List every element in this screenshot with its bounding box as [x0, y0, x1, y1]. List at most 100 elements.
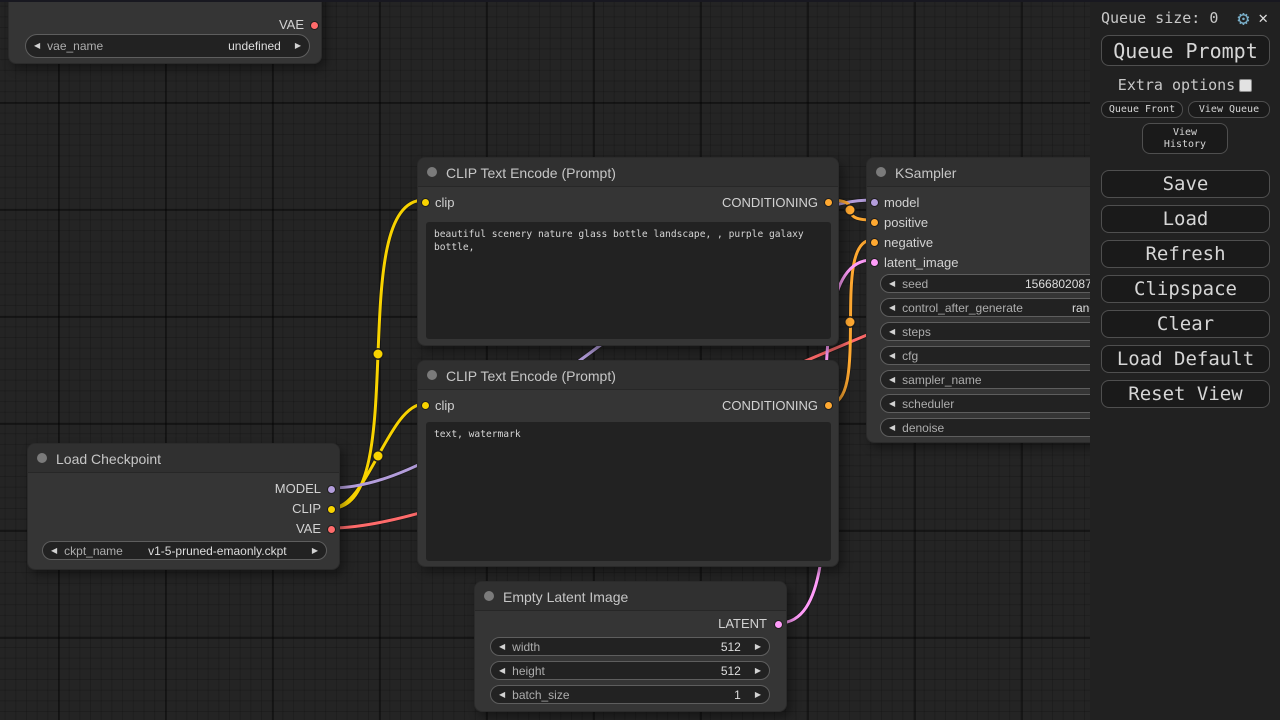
collapse-dot-icon[interactable] — [427, 370, 437, 380]
output-port-latent[interactable] — [773, 619, 783, 629]
collapse-dot-icon[interactable] — [876, 167, 886, 177]
seed-widget[interactable]: ◀ seed 1566802087 — [880, 274, 1090, 293]
output-port-clip[interactable] — [326, 504, 336, 514]
collapse-dot-icon[interactable] — [37, 453, 47, 463]
link-dot[interactable] — [844, 204, 856, 216]
clipspace-button[interactable]: Clipspace — [1101, 275, 1270, 303]
input-port-clip[interactable] — [420, 197, 430, 207]
link-dot[interactable] — [372, 450, 384, 462]
comfy-menu: Queue size: 0 ⚙ ✕ Queue Prompt Extra opt… — [1090, 0, 1280, 720]
collapse-dot-icon[interactable] — [484, 591, 494, 601]
scheduler-widget[interactable]: ◀ scheduler — [880, 394, 1090, 413]
load-default-button[interactable]: Load Default — [1101, 345, 1270, 373]
node-title: Empty Latent Image — [503, 589, 629, 605]
view-history-button[interactable]: View History — [1142, 123, 1228, 154]
widget-left-arrow-icon[interactable]: ◀ — [499, 689, 506, 699]
widget-left-arrow-icon[interactable]: ◀ — [34, 41, 41, 50]
input-label-positive: positive — [884, 215, 929, 230]
widget-value: randomize — [1072, 301, 1090, 315]
batch-size-widget[interactable]: ◀ batch_size 1 ▶ — [490, 685, 770, 704]
widget-left-arrow-icon[interactable]: ◀ — [889, 398, 896, 408]
widget-left-arrow-icon[interactable]: ◀ — [499, 641, 506, 651]
node-ksampler[interactable]: KSampler model positive negative latent_… — [866, 157, 1090, 443]
prompt-textarea[interactable]: text, watermark — [426, 422, 831, 561]
node-graph-canvas[interactable]: VAE ◀ vae_name undefined ▶ CLIP Text Enc… — [0, 0, 1090, 720]
widget-label: scheduler — [902, 396, 955, 411]
widget-left-arrow-icon[interactable]: ◀ — [889, 302, 896, 312]
output-port-vae[interactable] — [326, 524, 336, 534]
node-clip-text-encode-positive[interactable]: CLIP Text Encode (Prompt) clip CONDITION… — [417, 157, 839, 346]
output-port-model[interactable] — [326, 484, 336, 494]
input-port-model[interactable] — [869, 197, 879, 207]
queue-prompt-button[interactable]: Queue Prompt — [1101, 35, 1270, 66]
settings-gear-icon[interactable]: ⚙ — [1237, 6, 1250, 30]
link-dot[interactable] — [372, 348, 384, 360]
input-port-latent-image[interactable] — [869, 257, 879, 267]
input-label-clip: clip — [435, 398, 455, 413]
input-port-clip[interactable] — [420, 400, 430, 410]
sampler-name-widget[interactable]: ◀ sampler_name — [880, 370, 1090, 389]
node-titlebar[interactable]: CLIP Text Encode (Prompt) — [418, 361, 838, 390]
node-titlebar[interactable]: KSampler — [867, 158, 1090, 187]
height-widget[interactable]: ◀ height 512 ▶ — [490, 661, 770, 680]
widget-label: denoise — [902, 420, 945, 435]
widget-left-arrow-icon[interactable]: ◀ — [51, 545, 58, 555]
reset-view-button[interactable]: Reset View — [1101, 380, 1270, 408]
load-button[interactable]: Load — [1101, 205, 1270, 233]
node-load-checkpoint[interactable]: Load Checkpoint MODEL CLIP VAE ◀ ckpt_na… — [27, 443, 340, 570]
output-label-clip: CLIP — [292, 501, 321, 516]
widget-left-arrow-icon[interactable]: ◀ — [889, 326, 896, 336]
node-titlebar[interactable]: Empty Latent Image — [475, 582, 786, 611]
steps-widget[interactable]: ◀ steps — [880, 322, 1090, 341]
node-titlebar[interactable]: Load Checkpoint — [28, 444, 339, 473]
widget-label: batch_size — [512, 687, 570, 702]
node-load-vae[interactable]: VAE ◀ vae_name undefined ▶ — [8, 0, 322, 64]
cfg-widget[interactable]: ◀ cfg — [880, 346, 1090, 365]
widget-left-arrow-icon[interactable]: ◀ — [889, 374, 896, 384]
node-empty-latent-image[interactable]: Empty Latent Image LATENT ◀ width 512 ▶ … — [474, 581, 787, 712]
queue-size-label: Queue size: 0 — [1101, 9, 1219, 27]
widget-value: undefined — [228, 39, 281, 53]
control-after-generate-widget[interactable]: ◀ control_after_generate randomize — [880, 298, 1090, 317]
widget-value: 1 — [734, 687, 741, 702]
widget-label: ckpt_name — [64, 543, 123, 558]
widget-label: control_after_generate — [902, 300, 1023, 315]
node-titlebar[interactable]: CLIP Text Encode (Prompt) — [418, 158, 838, 187]
widget-right-arrow-icon[interactable]: ▶ — [294, 41, 301, 50]
save-button[interactable]: Save — [1101, 170, 1270, 198]
output-label-model: MODEL — [274, 481, 321, 496]
widget-left-arrow-icon[interactable]: ◀ — [499, 665, 506, 675]
width-widget[interactable]: ◀ width 512 ▶ — [490, 637, 770, 656]
node-title: KSampler — [895, 165, 957, 181]
queue-front-button[interactable]: Queue Front — [1101, 101, 1183, 118]
output-label-vae: VAE — [295, 521, 321, 536]
widget-left-arrow-icon[interactable]: ◀ — [889, 350, 896, 360]
collapse-dot-icon[interactable] — [427, 167, 437, 177]
widget-label: width — [512, 639, 541, 654]
widget-right-arrow-icon[interactable]: ▶ — [311, 545, 318, 555]
output-port-vae[interactable] — [309, 20, 319, 30]
output-port-conditioning[interactable] — [824, 197, 833, 207]
widget-label: seed — [902, 276, 929, 291]
refresh-button[interactable]: Refresh — [1101, 240, 1270, 268]
input-port-negative[interactable] — [869, 237, 879, 247]
output-port-conditioning[interactable] — [824, 400, 833, 410]
ckpt-name-widget[interactable]: ◀ ckpt_name v1-5-pruned-emaonly.ckpt ▶ — [42, 541, 327, 560]
denoise-widget[interactable]: ◀ denoise — [880, 418, 1090, 437]
close-menu-icon[interactable]: ✕ — [1258, 8, 1268, 27]
widget-label: vae_name — [47, 39, 104, 53]
input-port-positive[interactable] — [869, 217, 879, 227]
widget-right-arrow-icon[interactable]: ▶ — [754, 665, 761, 675]
prompt-textarea[interactable]: beautiful scenery nature glass bottle la… — [426, 222, 831, 339]
vae-name-widget[interactable]: ◀ vae_name undefined ▶ — [25, 34, 310, 58]
node-clip-text-encode-negative[interactable]: CLIP Text Encode (Prompt) clip CONDITION… — [417, 360, 839, 567]
extra-options-checkbox[interactable] — [1239, 78, 1253, 92]
link-dot[interactable] — [844, 316, 856, 328]
widget-right-arrow-icon[interactable]: ▶ — [754, 689, 761, 699]
widget-left-arrow-icon[interactable]: ◀ — [889, 278, 896, 288]
view-queue-button[interactable]: View Queue — [1188, 101, 1270, 118]
widget-right-arrow-icon[interactable]: ▶ — [754, 641, 761, 651]
widget-left-arrow-icon[interactable]: ◀ — [889, 422, 896, 432]
clear-button[interactable]: Clear — [1101, 310, 1270, 338]
input-label-negative: negative — [884, 235, 934, 250]
